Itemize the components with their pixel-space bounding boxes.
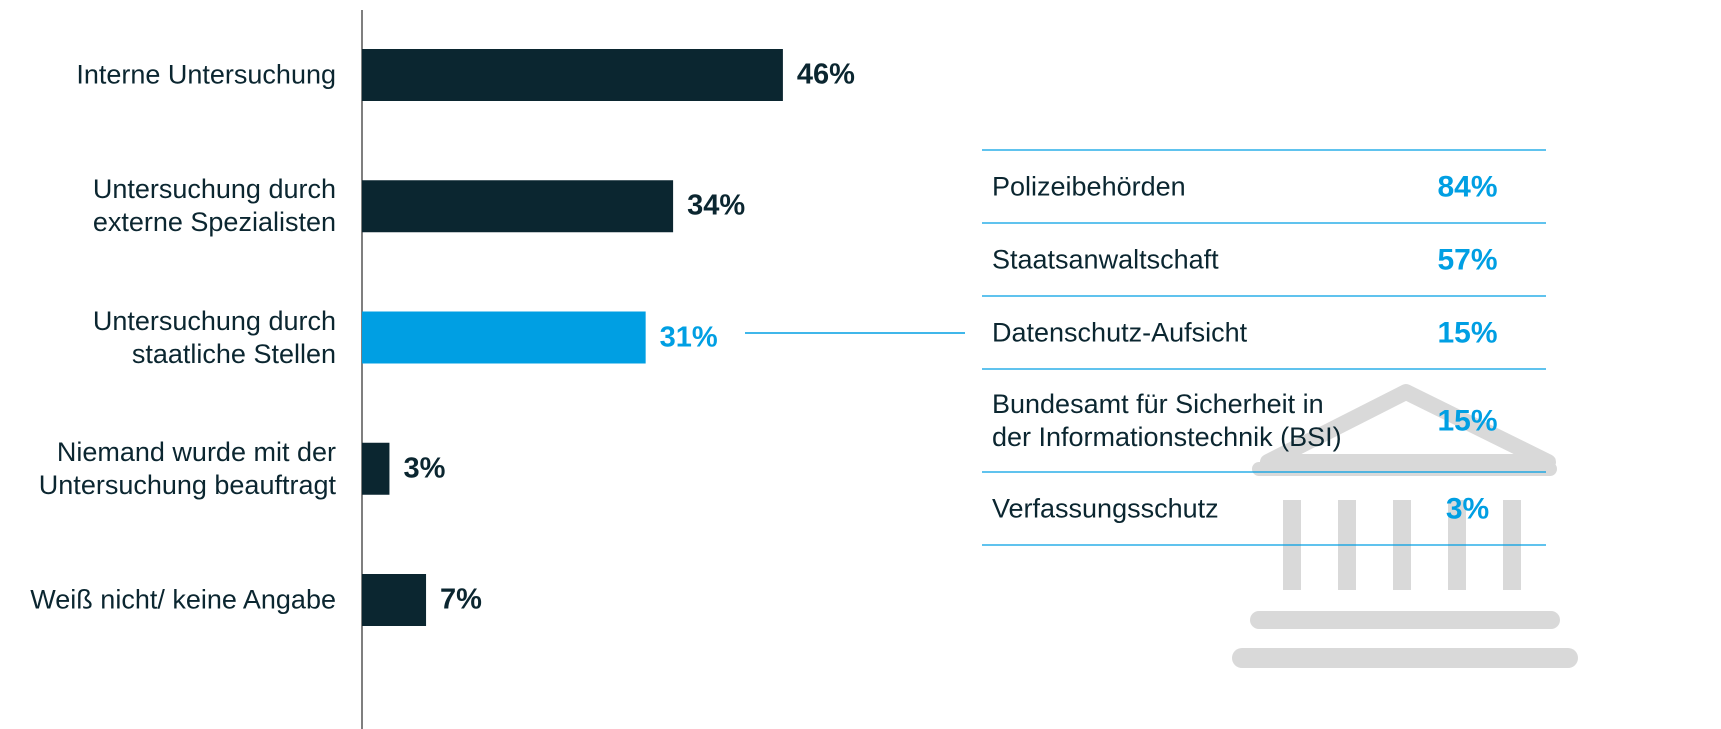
bar <box>362 180 674 233</box>
category-label: Untersuchung durch staatliche Stellen <box>92 305 336 369</box>
value-label: 46% <box>796 58 855 91</box>
bar <box>362 574 427 626</box>
value-label: 7% <box>440 583 482 616</box>
bar <box>362 311 646 364</box>
value-label: 34% <box>687 189 746 222</box>
category-label: Untersuchung durch externe Spezialisten <box>92 174 336 238</box>
category-label: Weiß nicht/ keine Angabe <box>30 584 336 615</box>
table-row-value: 3% <box>1445 492 1490 525</box>
category-label: Niemand wurde mit der Untersuchung beauf… <box>38 436 336 500</box>
table-row-label: Verfassungsschutz <box>992 493 1219 523</box>
category-label: Interne Untersuchung <box>76 59 336 90</box>
table-row-value: 15% <box>1437 316 1498 349</box>
table-row-label: Staatsanwaltschaft <box>992 244 1219 274</box>
table-row-label: Bundesamt für Sicherheit in der Informat… <box>992 388 1342 452</box>
table-row-label: Polizeibehörden <box>992 171 1186 201</box>
table-row-value: 57% <box>1437 243 1498 276</box>
table-row-label: Datenschutz-Aufsicht <box>992 317 1248 347</box>
bar <box>362 442 390 495</box>
table-row-value: 84% <box>1437 170 1498 203</box>
bar <box>362 49 783 101</box>
value-label: 3% <box>403 452 446 485</box>
table-row-value: 15% <box>1437 404 1498 437</box>
value-label: 31% <box>659 321 718 353</box>
